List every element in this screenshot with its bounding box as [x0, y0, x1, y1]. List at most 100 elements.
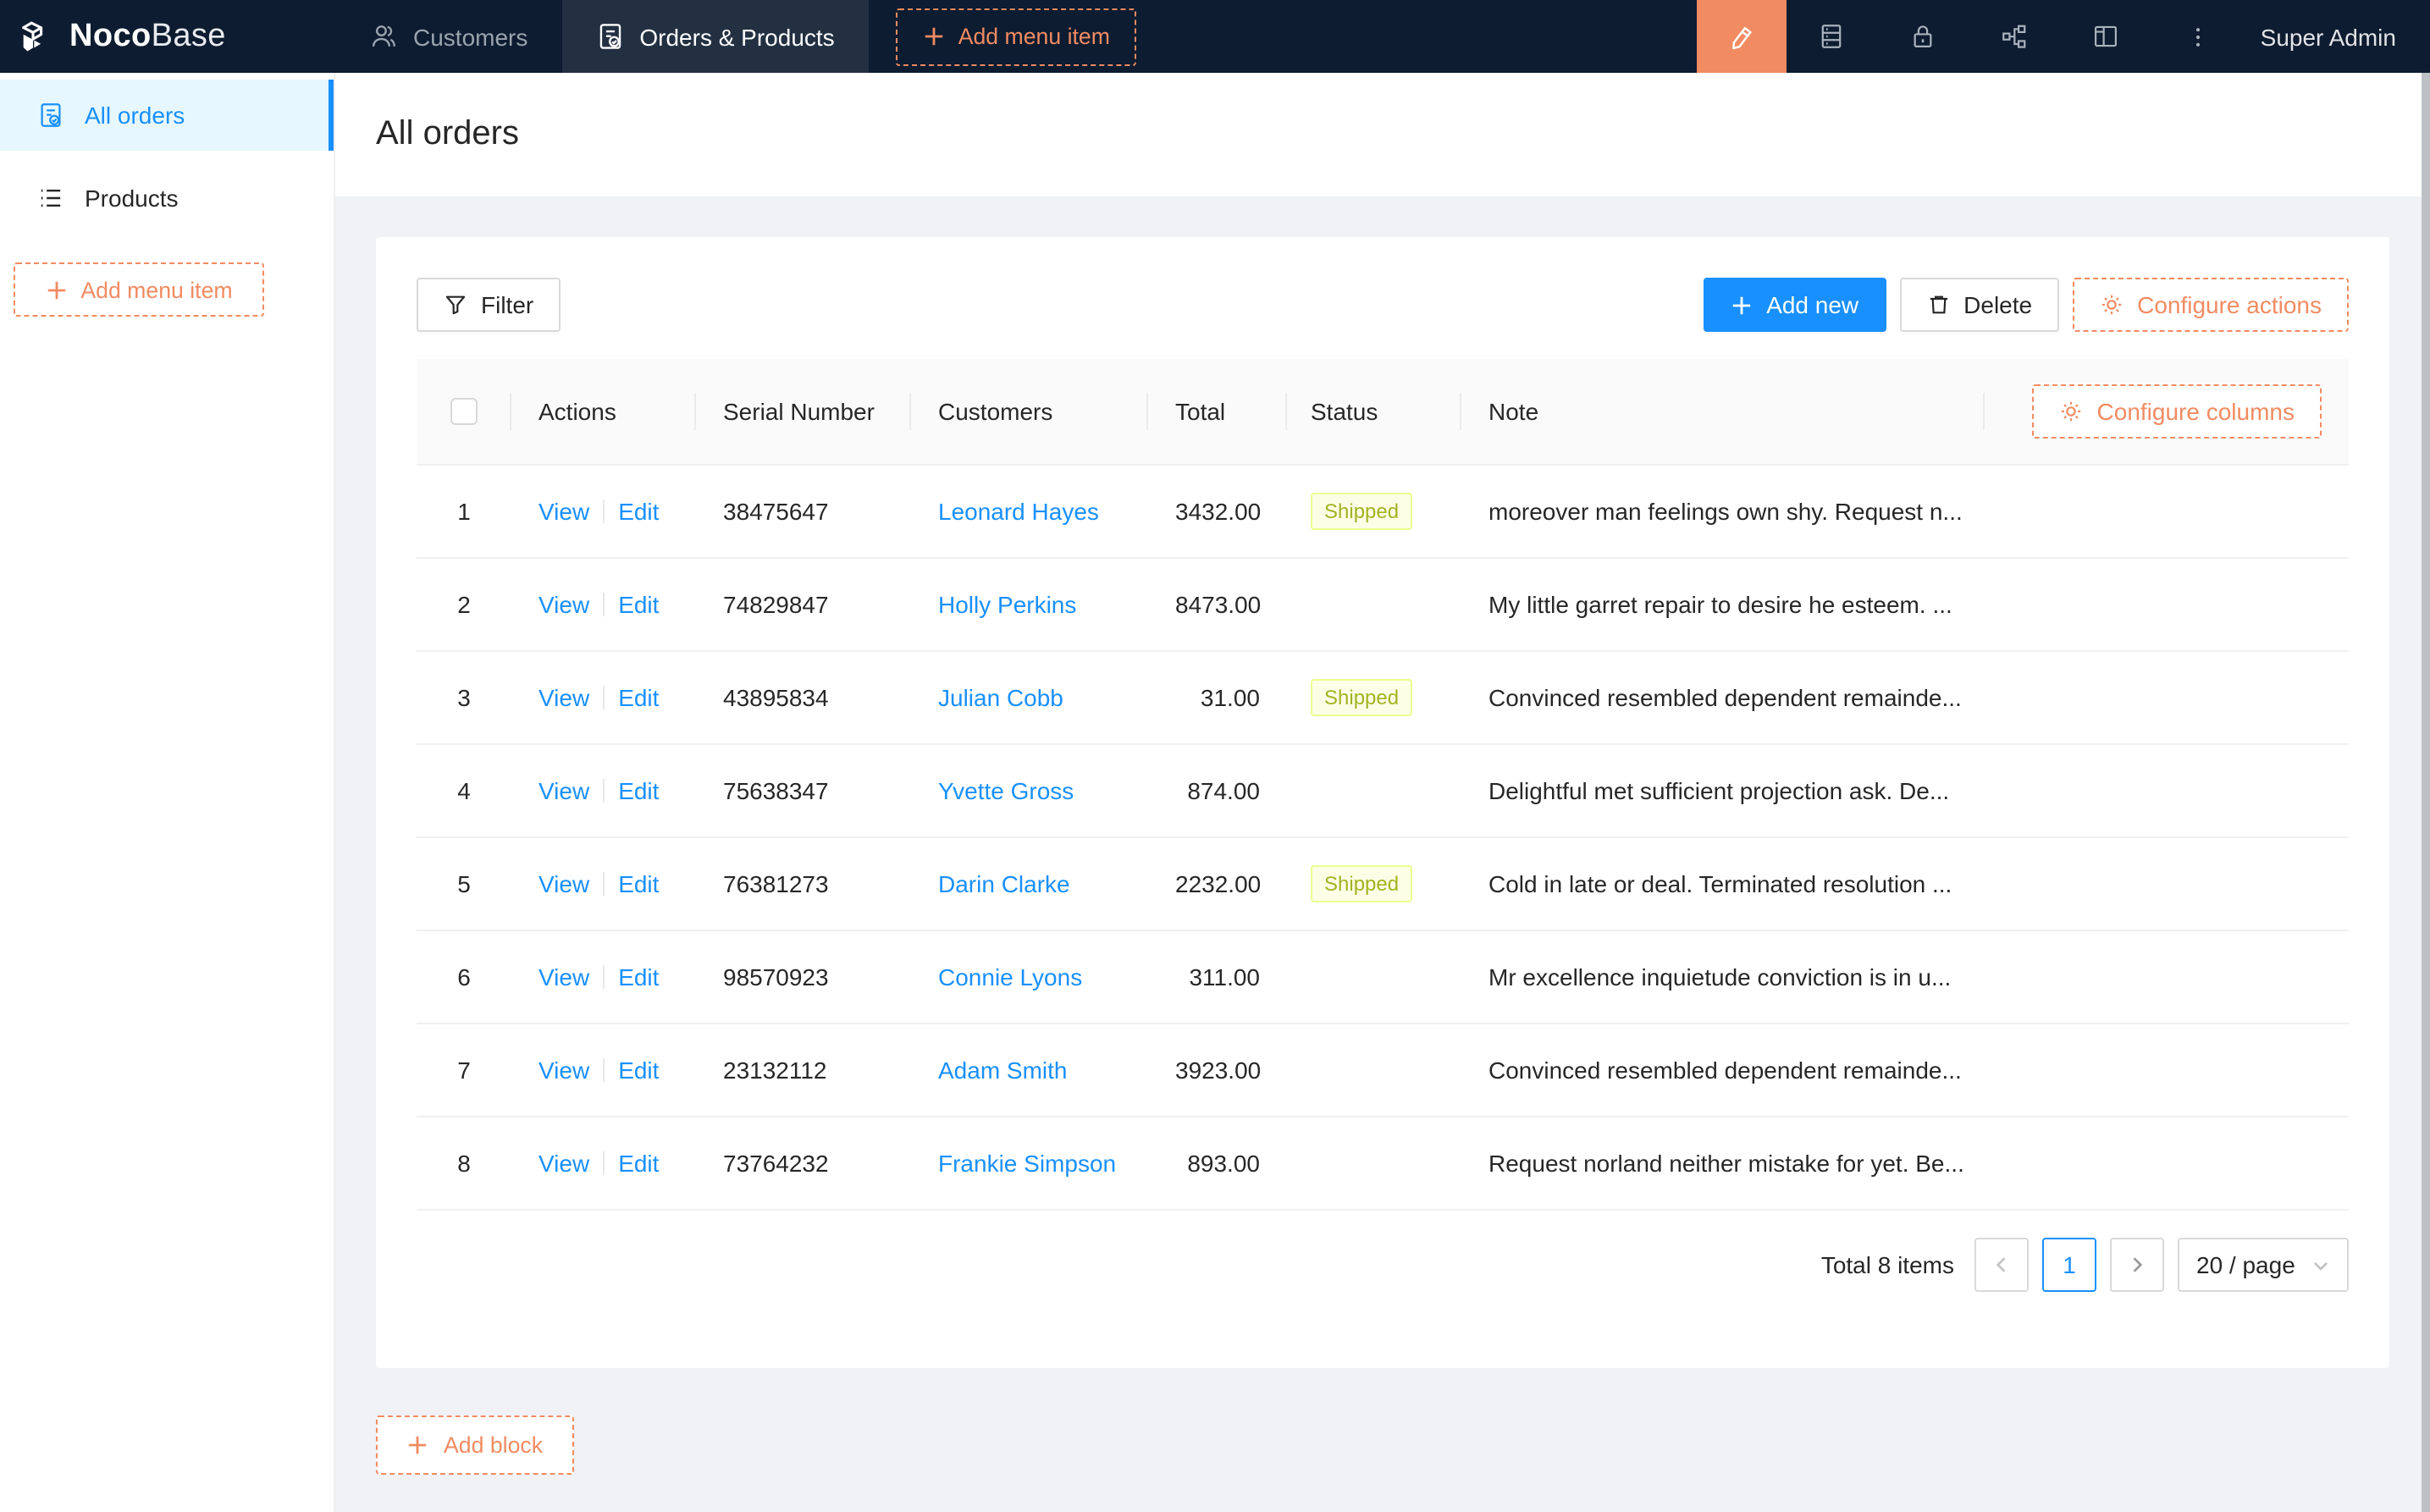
sidebar: All orders Products Add menu item: [0, 73, 335, 1512]
view-link[interactable]: View: [538, 870, 590, 897]
edit-link[interactable]: Edit: [618, 777, 660, 804]
column-header-status: Status: [1287, 359, 1461, 464]
configure-columns-button[interactable]: Configure columns: [2032, 384, 2322, 439]
pagination-prev-button[interactable]: [1974, 1238, 2029, 1292]
page-number: 1: [2063, 1251, 2076, 1278]
scrollbar-thumb[interactable]: [2422, 73, 2430, 1512]
navbar-right: Super Admin: [1696, 0, 2430, 73]
note-cell: Mr excellence inquietude conviction is i…: [1488, 963, 1952, 991]
edit-link[interactable]: Edit: [618, 963, 660, 991]
orders-file-check-icon: [37, 102, 64, 129]
page-content: Filter Add new: [335, 196, 2430, 1512]
customer-link[interactable]: Holly Perkins: [938, 591, 1077, 618]
toolbar-right: Add new Delete: [1704, 278, 2349, 332]
pagination-page-1[interactable]: 1: [2042, 1238, 2096, 1292]
window-scrollbar[interactable]: [2422, 73, 2430, 1512]
filter-funnel-icon: [444, 293, 467, 317]
table-row: 2 View Edit 74829847 Holly Perkins 8473.0…: [417, 559, 2349, 652]
ui-editor-button[interactable]: [1696, 0, 1787, 73]
total-cell: 8473.00: [1175, 591, 1262, 618]
view-link[interactable]: View: [538, 1057, 590, 1084]
sidebar-item-all-orders[interactable]: All orders: [0, 80, 334, 151]
actions-divider: [603, 593, 605, 616]
collections-manager-button[interactable]: [1787, 0, 1878, 73]
table-row: 7 View Edit 23132112 Adam Smith 3923.00 C…: [417, 1024, 2349, 1117]
actions-divider: [603, 1058, 605, 1082]
customer-cell: Holly Perkins: [911, 591, 1148, 618]
status-cell: Shipped: [1287, 493, 1461, 530]
customer-link[interactable]: Darin Clarke: [938, 870, 1070, 897]
configure-actions-button[interactable]: Configure actions: [2073, 278, 2349, 332]
ellipsis-vertical-icon: [2184, 23, 2212, 50]
database-icon: [1818, 22, 1847, 51]
view-link[interactable]: View: [538, 1150, 590, 1177]
sidebar-add-menu-item-label: Add menu item: [80, 277, 233, 302]
nav-tab-customers[interactable]: Customers: [335, 0, 561, 73]
pagination-total: Total 8 items: [1820, 1251, 1954, 1278]
column-header-customers: Customers: [911, 359, 1148, 464]
plugin-settings-button[interactable]: [2061, 0, 2152, 73]
delete-button[interactable]: Delete: [1899, 278, 2060, 332]
flowchart-icon: [2001, 22, 2030, 51]
sidebar-item-label: All orders: [85, 102, 185, 129]
customer-link[interactable]: Yvette Gross: [938, 777, 1074, 804]
note-cell: Convinced resembled dependent remainde..…: [1488, 1057, 1962, 1084]
serial-number-cell: 43895834: [723, 684, 829, 711]
customer-cell: Connie Lyons: [911, 963, 1148, 991]
column-header-note: Note: [1461, 359, 1985, 464]
sidebar-add-menu-item-button[interactable]: Add menu item: [14, 262, 264, 317]
customer-link[interactable]: Adam Smith: [938, 1057, 1068, 1084]
customer-link[interactable]: Connie Lyons: [938, 963, 1083, 991]
row-actions: View Edit: [511, 591, 696, 618]
edit-link[interactable]: Edit: [618, 1057, 660, 1084]
note-cell: moreover man feelings own shy. Request n…: [1488, 498, 1963, 525]
select-all-cell: [417, 359, 511, 464]
column-header-total: Total: [1148, 359, 1287, 464]
customer-link[interactable]: Frankie Simpson: [938, 1150, 1117, 1177]
edit-link[interactable]: Edit: [618, 591, 660, 618]
edit-link[interactable]: Edit: [618, 870, 660, 897]
column-header-actions: Actions: [511, 359, 696, 464]
page-title: All orders: [376, 115, 519, 152]
sidebar-item-products[interactable]: Products: [0, 164, 334, 232]
customer-link[interactable]: Julian Cobb: [938, 684, 1063, 711]
view-link[interactable]: View: [538, 591, 590, 618]
select-all-checkbox[interactable]: [450, 398, 478, 425]
note-cell: Request norland neither mistake for yet.…: [1488, 1150, 1964, 1177]
add-new-button[interactable]: Add new: [1704, 278, 1886, 332]
more-menu-button[interactable]: [2152, 0, 2244, 73]
view-link[interactable]: View: [538, 777, 590, 804]
nav-add-menu-item-button[interactable]: Add menu item: [895, 8, 1137, 65]
add-new-label: Add new: [1766, 291, 1859, 318]
view-link[interactable]: View: [538, 963, 590, 991]
access-control-button[interactable]: [1878, 0, 1969, 73]
filter-label: Filter: [481, 291, 534, 318]
table-row: 1 View Edit 38475647 Leonard Hayes 3432.0…: [417, 466, 2349, 559]
nocobase-logo-icon: [20, 18, 58, 55]
row-index: 8: [457, 1150, 471, 1177]
gear-icon: [2060, 400, 2084, 423]
nocobase-logo[interactable]: NocoBase: [0, 0, 335, 73]
customer-cell: Frankie Simpson: [911, 1150, 1148, 1177]
add-block-button[interactable]: Add block: [376, 1415, 574, 1475]
edit-link[interactable]: Edit: [618, 498, 660, 525]
status-tag: Shipped: [1311, 865, 1413, 902]
page-size-select[interactable]: 20 / page: [2178, 1238, 2349, 1292]
edit-link[interactable]: Edit: [618, 1150, 660, 1177]
view-link[interactable]: View: [538, 684, 590, 711]
logo-text: NocoBase: [69, 18, 226, 55]
view-link[interactable]: View: [538, 498, 590, 525]
total-cell: 874.00: [1187, 777, 1260, 804]
filter-button[interactable]: Filter: [417, 278, 561, 332]
customer-link[interactable]: Leonard Hayes: [938, 498, 1099, 525]
logo-noco: Noco: [69, 18, 152, 53]
pagination-next-button[interactable]: [2110, 1238, 2164, 1292]
user-menu[interactable]: Super Admin: [2244, 0, 2430, 73]
chevron-down-icon: [2311, 1255, 2330, 1274]
workflow-button[interactable]: [1969, 0, 2061, 73]
nav-tab-orders-products[interactable]: Orders & Products: [561, 0, 869, 73]
row-actions: View Edit: [511, 963, 696, 991]
row-index: 7: [457, 1057, 471, 1084]
nav-tab-label: Customers: [413, 23, 528, 50]
edit-link[interactable]: Edit: [618, 684, 660, 711]
